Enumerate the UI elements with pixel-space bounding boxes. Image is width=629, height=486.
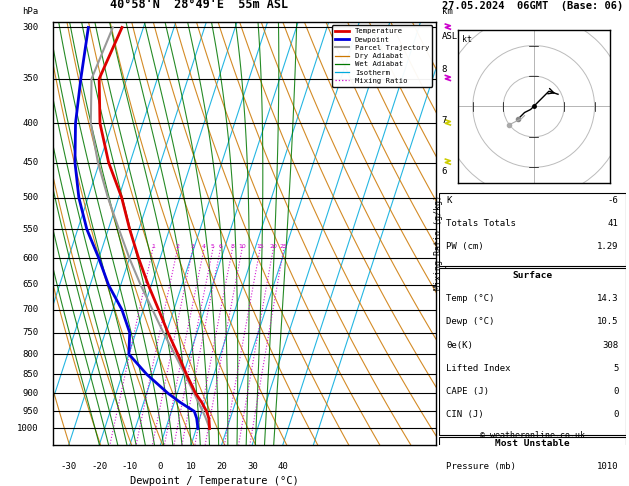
Text: 1010: 1010 (597, 463, 618, 471)
Text: 30: 30 (247, 462, 258, 470)
Text: 1000: 1000 (17, 424, 38, 433)
Text: θe(K): θe(K) (447, 341, 473, 349)
Text: PW (cm): PW (cm) (447, 242, 484, 251)
Text: 650: 650 (22, 280, 38, 290)
Text: 20: 20 (216, 462, 227, 470)
Text: 15: 15 (256, 244, 264, 249)
Text: ASL: ASL (442, 33, 458, 41)
Text: -6: -6 (608, 196, 618, 205)
Text: 0: 0 (158, 462, 163, 470)
Text: -30: -30 (60, 462, 77, 470)
Text: 10: 10 (186, 462, 196, 470)
Text: 14.3: 14.3 (597, 294, 618, 303)
Text: 5: 5 (211, 244, 215, 249)
Text: Totals Totals: Totals Totals (447, 219, 516, 228)
Text: kt: kt (462, 35, 472, 44)
Text: hPa: hPa (22, 6, 38, 16)
Text: 6: 6 (218, 244, 223, 249)
Text: 1: 1 (151, 244, 155, 249)
Text: 27.05.2024  06GMT  (Base: 06): 27.05.2024 06GMT (Base: 06) (442, 1, 623, 11)
Text: Dewp (°C): Dewp (°C) (447, 317, 495, 327)
Text: 4: 4 (442, 261, 447, 270)
Text: Lifted Index: Lifted Index (447, 364, 511, 373)
Text: 950: 950 (22, 407, 38, 416)
Legend: Temperature, Dewpoint, Parcel Trajectory, Dry Adiabat, Wet Adiabat, Isotherm, Mi: Temperature, Dewpoint, Parcel Trajectory… (332, 25, 432, 87)
Text: Temp (°C): Temp (°C) (447, 294, 495, 303)
Text: 308: 308 (602, 341, 618, 349)
Bar (439, 436, 626, 486)
Text: Most Unstable: Most Unstable (495, 439, 570, 448)
Text: 4: 4 (202, 244, 206, 249)
Text: 550: 550 (22, 225, 38, 234)
Text: 1.29: 1.29 (597, 242, 618, 251)
Text: 600: 600 (22, 254, 38, 263)
Text: 3: 3 (442, 305, 447, 314)
Text: Surface: Surface (512, 271, 552, 280)
Text: 850: 850 (22, 370, 38, 379)
Text: Mixing Ratio (g/kg): Mixing Ratio (g/kg) (434, 195, 443, 291)
Text: 0: 0 (613, 411, 618, 419)
Text: LCL: LCL (442, 409, 457, 418)
Text: CIN (J): CIN (J) (447, 411, 484, 419)
Text: 400: 400 (22, 119, 38, 128)
Text: 0: 0 (613, 387, 618, 396)
Text: 350: 350 (22, 74, 38, 83)
Text: 10.5: 10.5 (597, 317, 618, 327)
Text: 7: 7 (442, 116, 447, 125)
Text: 700: 700 (22, 305, 38, 314)
Text: 3: 3 (191, 244, 195, 249)
Bar (439, 193, 626, 266)
Text: 300: 300 (22, 23, 38, 32)
Text: 8: 8 (442, 65, 447, 74)
Text: © weatheronline.co.uk: © weatheronline.co.uk (480, 432, 585, 440)
Bar (439, 268, 626, 434)
Text: 500: 500 (22, 193, 38, 202)
Text: 41: 41 (608, 219, 618, 228)
Text: 2: 2 (442, 347, 447, 357)
Text: 6: 6 (442, 167, 447, 176)
Text: Dewpoint / Temperature (°C): Dewpoint / Temperature (°C) (130, 476, 298, 486)
Text: 25: 25 (280, 244, 287, 249)
Text: 40°58'N  28°49'E  55m ASL: 40°58'N 28°49'E 55m ASL (109, 0, 288, 11)
Text: 40: 40 (277, 462, 288, 470)
Text: 5: 5 (442, 215, 447, 224)
Text: CAPE (J): CAPE (J) (447, 387, 489, 396)
Text: km: km (442, 6, 452, 16)
Text: 800: 800 (22, 349, 38, 359)
Text: 1: 1 (442, 388, 447, 397)
Text: 5: 5 (613, 364, 618, 373)
Text: K: K (447, 196, 452, 205)
Text: 2: 2 (175, 244, 179, 249)
Text: 750: 750 (22, 328, 38, 337)
Text: 900: 900 (22, 389, 38, 398)
Text: -10: -10 (122, 462, 138, 470)
Text: 20: 20 (269, 244, 277, 249)
Text: -20: -20 (91, 462, 108, 470)
Text: Pressure (mb): Pressure (mb) (447, 463, 516, 471)
Text: 10: 10 (238, 244, 246, 249)
Text: 450: 450 (22, 158, 38, 167)
Text: 8: 8 (231, 244, 235, 249)
